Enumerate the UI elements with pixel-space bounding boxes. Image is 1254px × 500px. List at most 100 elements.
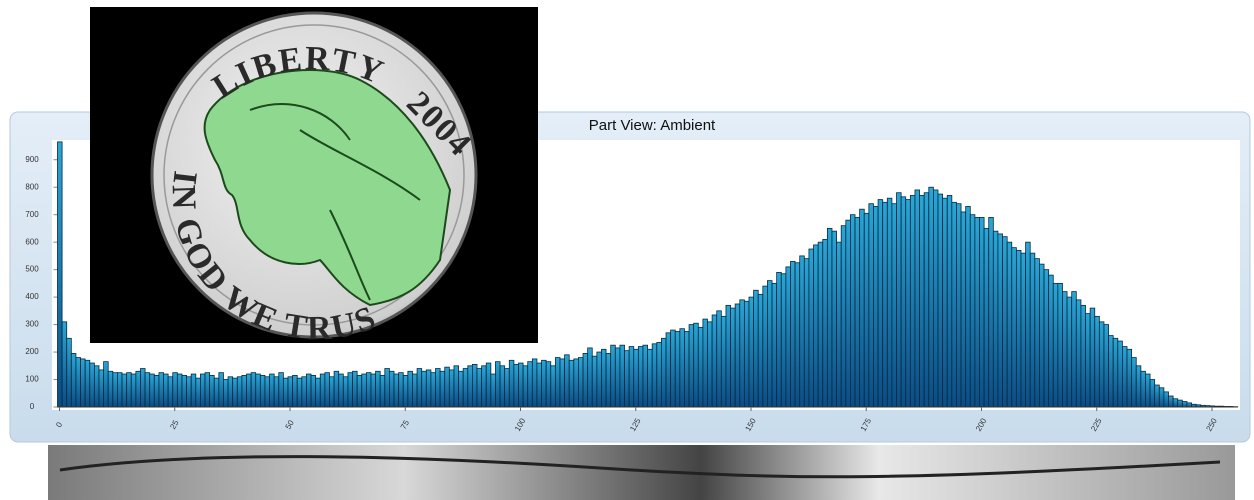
bar xyxy=(84,359,91,408)
bar xyxy=(1020,252,1026,408)
bar xyxy=(259,375,266,408)
strip-detail xyxy=(59,455,1221,479)
bar xyxy=(361,373,367,408)
y-tick-label: 600 xyxy=(25,237,39,246)
bar xyxy=(1145,373,1151,408)
bar xyxy=(988,217,994,408)
bar xyxy=(1098,321,1105,408)
bar xyxy=(1029,252,1036,408)
bar xyxy=(803,258,810,408)
bar xyxy=(799,255,805,408)
bar xyxy=(873,206,879,408)
bar xyxy=(614,347,621,408)
bar xyxy=(582,353,589,408)
bar xyxy=(458,370,464,408)
bar xyxy=(338,373,344,408)
bar xyxy=(725,304,731,408)
bar xyxy=(1034,258,1040,408)
bar xyxy=(158,372,164,408)
bar xyxy=(153,375,160,408)
bar xyxy=(693,322,699,408)
bar xyxy=(702,318,708,408)
bar xyxy=(937,193,944,408)
bar xyxy=(80,358,86,408)
bar xyxy=(656,342,662,408)
bar xyxy=(956,203,962,408)
bar xyxy=(951,201,957,408)
bar xyxy=(564,354,570,408)
bar xyxy=(1122,346,1128,408)
bar xyxy=(813,244,819,408)
bar xyxy=(476,368,483,408)
bar xyxy=(1163,391,1169,408)
bar xyxy=(730,307,736,408)
bar xyxy=(481,365,487,408)
bar xyxy=(1135,365,1142,408)
bar xyxy=(933,189,939,408)
bar xyxy=(453,365,459,408)
bar xyxy=(186,376,192,408)
bar xyxy=(117,372,123,408)
bar xyxy=(232,377,238,408)
bar xyxy=(840,225,847,408)
bar xyxy=(462,368,469,408)
bar xyxy=(923,192,930,408)
bar xyxy=(734,303,741,408)
bar xyxy=(522,365,529,408)
bar xyxy=(1094,315,1100,408)
bar xyxy=(762,285,768,408)
bar xyxy=(315,377,321,408)
bar xyxy=(767,280,773,408)
bar xyxy=(444,366,450,408)
bar xyxy=(605,353,612,408)
bar xyxy=(1057,282,1063,408)
bar xyxy=(70,353,77,408)
bar xyxy=(863,212,870,408)
bar xyxy=(826,228,833,408)
bar xyxy=(66,337,72,408)
bar xyxy=(868,203,874,408)
bar xyxy=(190,373,197,408)
bar xyxy=(1103,324,1109,408)
bar xyxy=(1131,357,1137,408)
bar xyxy=(808,248,814,408)
bar xyxy=(1071,291,1077,408)
bar xyxy=(771,282,778,408)
bar xyxy=(435,368,441,408)
bar xyxy=(550,365,556,408)
bar xyxy=(1039,263,1045,408)
bar xyxy=(370,373,376,408)
bar xyxy=(919,195,925,408)
y-tick-label: 400 xyxy=(25,292,39,301)
bar xyxy=(365,372,372,408)
bar xyxy=(93,365,100,408)
bar xyxy=(1002,236,1008,408)
bar xyxy=(1108,335,1114,408)
bar xyxy=(720,315,727,408)
bar xyxy=(61,321,68,408)
bar xyxy=(965,206,971,408)
bar xyxy=(485,362,492,408)
bar xyxy=(1158,387,1165,408)
bar xyxy=(416,368,423,408)
bar xyxy=(914,189,920,408)
surface-strip xyxy=(48,445,1235,500)
bar xyxy=(753,289,759,408)
bar xyxy=(103,361,109,408)
bar xyxy=(264,376,270,408)
bar xyxy=(578,357,584,408)
bar xyxy=(1117,340,1123,408)
bar xyxy=(495,361,501,408)
bar xyxy=(559,358,565,408)
bar xyxy=(319,373,326,408)
bar xyxy=(412,373,418,408)
bar xyxy=(342,376,349,408)
bar xyxy=(292,375,298,408)
bar xyxy=(905,199,911,408)
bar xyxy=(296,377,303,408)
bar xyxy=(661,337,667,408)
bar xyxy=(928,186,934,408)
coin-rim xyxy=(163,24,465,326)
